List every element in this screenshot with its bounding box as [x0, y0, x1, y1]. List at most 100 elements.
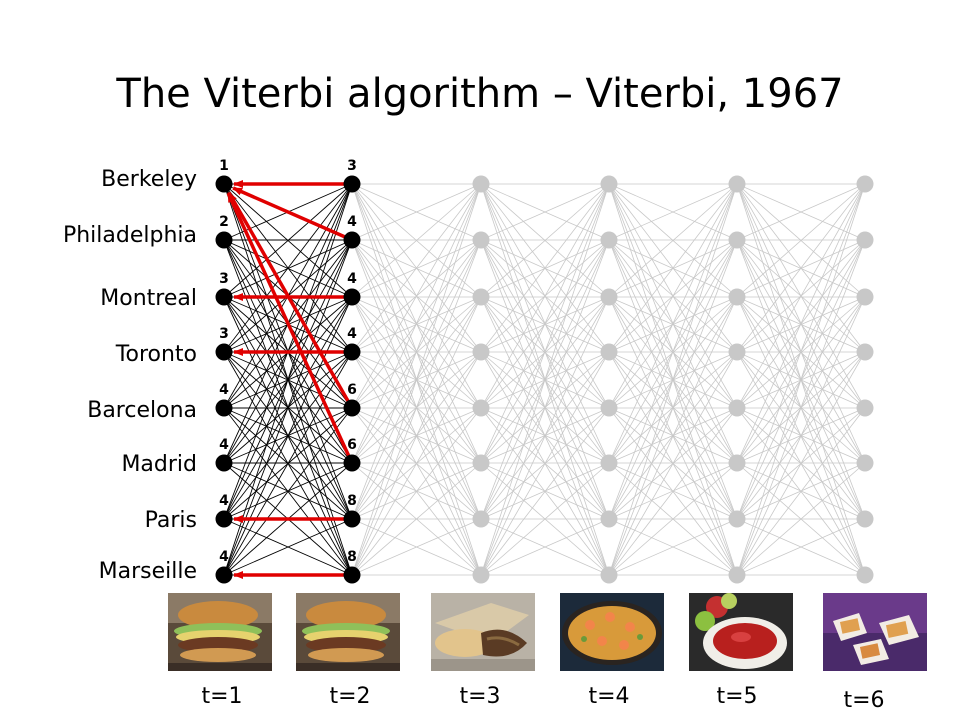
score-t1-berkeley: 1 [219, 158, 229, 174]
state-node-t4-toronto [600, 343, 618, 361]
state-node-t4-madrid [600, 454, 618, 472]
state-node-t2-madrid [343, 454, 361, 472]
transition-edge [351, 183, 482, 520]
transition-edge [223, 518, 353, 576]
state-node-t3-berkeley [472, 175, 490, 193]
transition-edge [608, 183, 738, 409]
trellis-nodes [215, 175, 874, 584]
state-node-t4-philadelphia [600, 231, 618, 249]
score-t2-toronto: 4 [347, 326, 357, 342]
score-t1-toronto: 3 [219, 326, 229, 342]
state-node-t4-berkeley [600, 175, 618, 193]
state-node-t3-philadelphia [472, 231, 490, 249]
state-node-t1-paris [215, 510, 233, 528]
transition-edge [736, 183, 866, 353]
gazpacho-image [689, 593, 793, 671]
transition-edge [480, 462, 610, 576]
state-node-t6-paris [856, 510, 874, 528]
transition-edge [480, 183, 610, 409]
paella-image [560, 593, 664, 671]
score-t1-philadelphia: 2 [219, 214, 229, 230]
score-t2-berkeley: 3 [347, 158, 357, 174]
state-node-t2-philadelphia [343, 231, 361, 249]
state-node-t1-marseille [215, 566, 233, 584]
score-t2-montreal: 4 [347, 271, 357, 287]
score-t2-barcelona: 6 [347, 382, 357, 398]
sandwich-image [431, 593, 535, 671]
transition-edge [736, 462, 866, 576]
transition-edge [736, 183, 866, 409]
node-scores: 1 2 3 3 4 4 4 4 3 4 4 4 6 6 8 8 [219, 158, 357, 565]
transition-edge [608, 462, 738, 576]
transition-edge [351, 239, 482, 576]
transition-edge [608, 183, 738, 353]
state-node-t5-barcelona [728, 399, 746, 417]
state-node-t6-marseille [856, 566, 874, 584]
state-node-t5-berkeley [728, 175, 746, 193]
time-label-5: t=5 [716, 684, 757, 709]
time-label-4: t=4 [588, 684, 629, 709]
state-node-t3-paris [472, 510, 490, 528]
score-t1-montreal: 3 [219, 271, 229, 287]
state-node-t5-madrid [728, 454, 746, 472]
state-label-marseille: Marseille [99, 559, 197, 584]
transition-edge [480, 239, 610, 576]
time-labels: t=1 t=2 t=3 t=4 t=5 t=6 [201, 684, 884, 713]
state-node-t3-marseille [472, 566, 490, 584]
state-label-paris: Paris [145, 508, 197, 533]
transition-edge [608, 239, 738, 576]
score-t1-madrid: 4 [219, 437, 229, 453]
transition-edge [480, 518, 610, 576]
transition-edge [351, 183, 482, 409]
state-node-t4-paris [600, 510, 618, 528]
state-node-t2-berkeley [343, 175, 361, 193]
active-transitions [223, 183, 353, 576]
observation-images [168, 593, 927, 671]
transition-edge [480, 351, 610, 576]
state-node-t4-montreal [600, 288, 618, 306]
transition-edge [351, 407, 482, 576]
transition-edge [736, 351, 866, 576]
transition-edge [351, 351, 482, 576]
score-t1-paris: 4 [219, 493, 229, 509]
state-node-t2-marseille [343, 566, 361, 584]
state-label-philadelphia: Philadelphia [63, 223, 197, 248]
state-node-t4-marseille [600, 566, 618, 584]
transition-edge [223, 183, 353, 576]
transition-edge [608, 183, 738, 241]
state-node-t1-berkeley [215, 175, 233, 193]
transition-edge [480, 407, 610, 576]
slide-title: The Viterbi algorithm – Viterbi, 1967 [115, 71, 843, 117]
transition-edge [351, 296, 482, 576]
inactive-transitions [351, 183, 866, 576]
transition-edge [223, 351, 353, 576]
transition-edge [736, 183, 866, 576]
transition-edge [351, 183, 482, 298]
transition-edge [736, 518, 866, 576]
state-node-t1-philadelphia [215, 231, 233, 249]
transition-edge [736, 183, 866, 241]
state-node-t1-toronto [215, 343, 233, 361]
state-node-t6-montreal [856, 288, 874, 306]
score-t2-madrid: 6 [347, 437, 357, 453]
state-node-t6-barcelona [856, 399, 874, 417]
transition-edge [351, 183, 482, 241]
state-node-t3-madrid [472, 454, 490, 472]
transition-edge [736, 296, 866, 576]
transition-edge [223, 296, 353, 576]
state-label-montreal: Montreal [100, 286, 197, 311]
state-label-barcelona: Barcelona [87, 398, 197, 423]
score-t1-barcelona: 4 [219, 382, 229, 398]
state-node-t2-toronto [343, 343, 361, 361]
transition-edge [736, 407, 866, 576]
transition-edge [736, 239, 866, 576]
state-node-t3-toronto [472, 343, 490, 361]
state-node-t6-madrid [856, 454, 874, 472]
state-node-t2-paris [343, 510, 361, 528]
transition-edge [351, 462, 482, 576]
burger-image [296, 593, 400, 671]
state-node-t5-montreal [728, 288, 746, 306]
burger-image [168, 593, 272, 671]
state-node-t3-barcelona [472, 399, 490, 417]
